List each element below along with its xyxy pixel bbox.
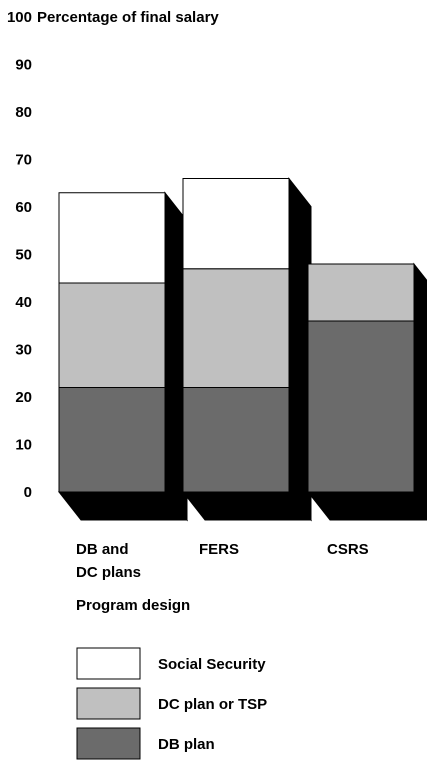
y-tick-label: 20 <box>15 389 32 406</box>
bar-group <box>306 262 427 521</box>
y-tick-label: 10 <box>15 437 32 454</box>
bars <box>57 177 427 522</box>
x-category-label: CSRS <box>327 541 369 558</box>
y-tick-label: 80 <box>15 104 32 121</box>
y-tick-label: 100 <box>7 9 32 26</box>
bar-bottom-face <box>306 491 427 521</box>
legend: Social Security DC plan or TSP DB plan <box>76 647 267 760</box>
y-axis-ticks: 0 10 20 30 40 50 60 70 80 90 100 <box>7 9 32 501</box>
legend-label-db-plan: DB plan <box>158 736 215 753</box>
bar-segment-dc-plan-or-tsp <box>307 263 415 322</box>
y-tick-label: 40 <box>15 294 32 311</box>
bar-segment-dc-plan-or-tsp <box>58 282 166 388</box>
legend-label-dc-plan-or-tsp: DC plan or TSP <box>158 696 267 713</box>
y-tick-label: 30 <box>15 342 32 359</box>
bar-group <box>57 191 189 522</box>
bar-segment-db-plan <box>182 387 290 493</box>
bar-group <box>181 177 313 522</box>
y-tick-label: 90 <box>15 57 32 74</box>
y-axis-title: Percentage of final salary <box>37 9 219 26</box>
bar-segment-db-plan <box>307 320 415 493</box>
x-axis-categories: DB and DC plans FERS CSRS <box>76 541 369 581</box>
y-tick-label: 50 <box>15 247 32 264</box>
bar-segment-dc-plan-or-tsp <box>182 268 290 388</box>
bar-segment-social-security <box>182 178 290 270</box>
bar-bottom-face <box>57 491 189 521</box>
y-tick-label: 60 <box>15 199 32 216</box>
legend-swatch-db-plan <box>76 727 141 760</box>
bar-segment-social-security <box>58 192 166 284</box>
bar-bottom-face <box>181 491 313 521</box>
legend-swatch-dc-plan-or-tsp <box>76 687 141 720</box>
x-category-label-line2: DC plans <box>76 564 141 581</box>
x-category-label: FERS <box>199 541 239 558</box>
y-tick-label: 0 <box>24 484 32 501</box>
x-axis-title: Program design <box>76 597 190 614</box>
bar-side-face <box>413 262 427 510</box>
legend-label-social-security: Social Security <box>158 656 266 673</box>
y-tick-label: 70 <box>15 152 32 169</box>
x-category-label: DB and <box>76 541 129 558</box>
legend-swatch-social-security <box>76 647 141 680</box>
bar-segment-db-plan <box>58 387 166 493</box>
